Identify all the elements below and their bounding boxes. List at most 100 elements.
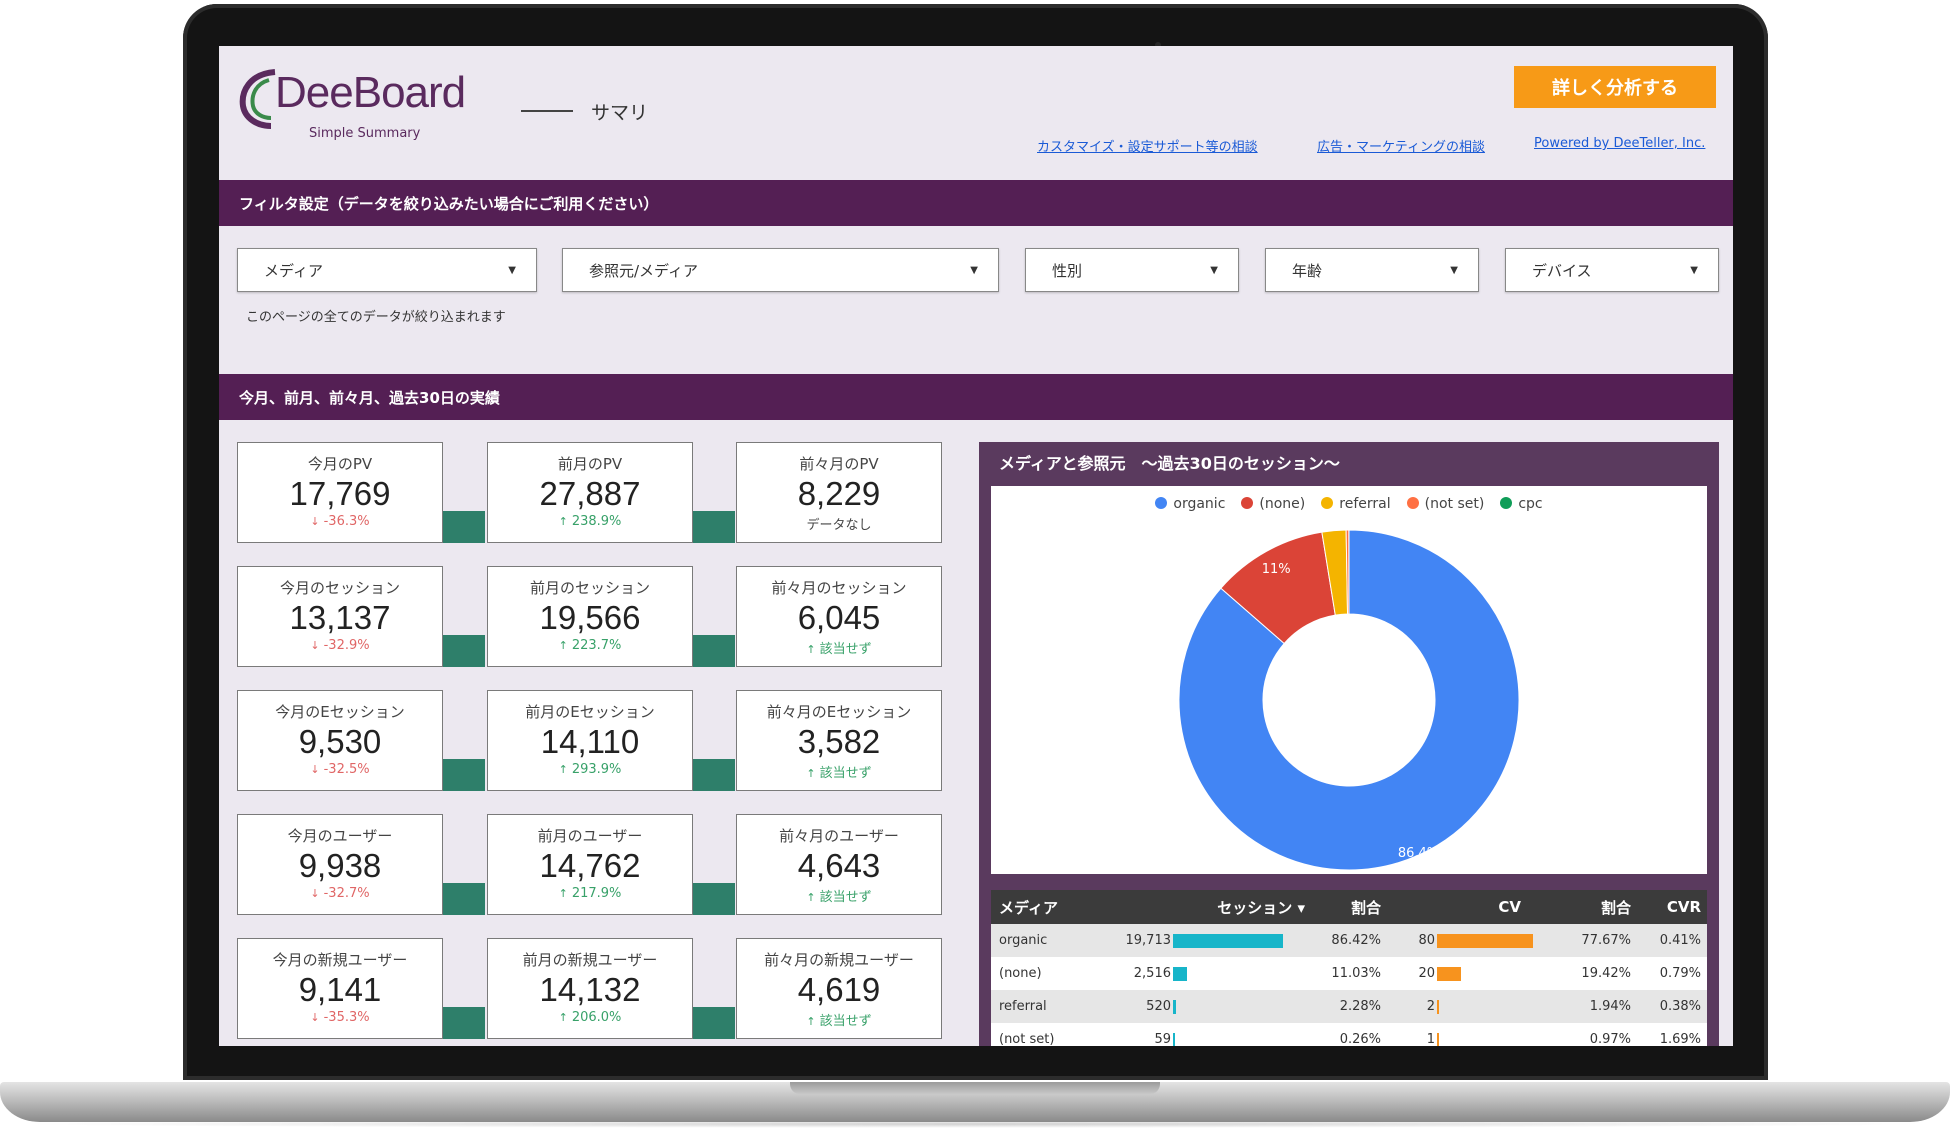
kpi-change-text: -32.9%: [323, 638, 370, 653]
kpi-connector: [693, 511, 735, 543]
legend-label: referral: [1339, 496, 1391, 512]
cell-cv: 1: [1426, 1032, 1435, 1046]
kpi-value: 14,132: [539, 971, 641, 1008]
kpi-change-text: -32.7%: [323, 886, 370, 901]
caret-down-icon: ▼: [508, 264, 516, 276]
slice-label: 86.4%: [1398, 846, 1439, 861]
legend-item[interactable]: (none): [1241, 496, 1305, 512]
cell-sessions: 520: [1146, 999, 1171, 1014]
kpi-change: ↓ -36.3%: [238, 514, 442, 529]
arrow-down-icon: ↓: [310, 639, 320, 652]
table-row[interactable]: (none) 2,516 11.03% 20 19.42% 0.79%: [991, 957, 1707, 990]
cell-media: organic: [999, 933, 1048, 948]
legend-item[interactable]: (not set): [1406, 496, 1484, 512]
arrow-up-icon: ↑: [806, 891, 816, 904]
deeboard-logo-icon: [239, 69, 276, 129]
column-header[interactable]: メディア: [999, 898, 1058, 917]
brand-logo[interactable]: DeeBoard Simple Summary: [235, 64, 485, 154]
filter-label: メディア: [264, 261, 323, 280]
table-row[interactable]: referral 520 2.28% 2 1.94% 0.38%: [991, 990, 1707, 1023]
kpi-card: 前々月のPV 8,229 データなし: [736, 442, 942, 543]
filter-media[interactable]: メディア ▼: [237, 248, 537, 292]
marketing-link[interactable]: 広告・マーケティングの相談: [1317, 140, 1485, 155]
donut-chart: organic (none) referral (not set) cpc 86.4% 1…: [991, 486, 1707, 874]
kpi-change-text: データなし: [806, 518, 872, 533]
kpi-change: ↑ 217.9%: [488, 886, 692, 901]
cell-cv-share: 19.42%: [1581, 966, 1631, 981]
column-header[interactable]: CV: [1498, 898, 1521, 916]
kpi-card: 今月のセッション 13,137 ↓ -32.9%: [237, 566, 443, 667]
kpi-change-text: 該当せず: [819, 1014, 872, 1029]
detail-analysis-button[interactable]: 詳しく分析する: [1514, 66, 1716, 108]
caret-down-icon: ▼: [1450, 264, 1458, 276]
kpi-label: 今月のセッション: [279, 579, 400, 597]
kpi-label: 前々月のセッション: [771, 579, 907, 597]
kpi-label: 前月の新規ユーザー: [522, 951, 658, 969]
donut-slice-organic[interactable]: [1178, 529, 1520, 871]
kpi-connector: [693, 1007, 735, 1039]
powered-by-link[interactable]: Powered by DeeTeller, Inc.: [1534, 136, 1706, 151]
column-header[interactable]: CVR: [1666, 898, 1701, 916]
arrow-up-icon: ↑: [806, 767, 816, 780]
cell-share: 0.26%: [1339, 1032, 1381, 1046]
kpi-value: 4,619: [797, 971, 881, 1008]
column-header[interactable]: 割合: [1350, 898, 1381, 917]
filter-section-header: フィルタ設定（データを絞り込みたい場合にご利用ください）: [219, 180, 1733, 226]
cv-bar: [1437, 1000, 1440, 1014]
kpi-change-text: -32.5%: [323, 762, 370, 777]
table-row[interactable]: (not set) 59 0.26% 1 0.97% 1.69%: [991, 1023, 1707, 1046]
cell-media: referral: [999, 999, 1047, 1014]
kpi-change: ↑ 該当せず: [737, 1010, 941, 1029]
cell-media: (not set): [999, 1032, 1055, 1046]
kpi-change: ↓ -32.9%: [238, 638, 442, 653]
cv-bar: [1437, 967, 1461, 981]
kpi-value: 27,887: [539, 475, 641, 512]
caret-down-icon: ▼: [1210, 264, 1218, 276]
kpi-value: 13,137: [289, 599, 391, 636]
support-link[interactable]: カスタマイズ・設定サポート等の相談: [1037, 140, 1258, 155]
kpi-card: 前々月のEセッション 3,582 ↑ 該当せず: [736, 690, 942, 791]
legend-item[interactable]: cpc: [1500, 496, 1543, 512]
cv-bar: [1437, 934, 1533, 948]
filter-label: 年齢: [1292, 261, 1323, 280]
legend-dot-icon: [1241, 497, 1254, 509]
kpi-card: 前月のEセッション 14,110 ↑ 293.9%: [487, 690, 693, 791]
column-header[interactable]: 割合: [1600, 898, 1631, 917]
kpi-label: 今月のPV: [307, 455, 373, 473]
kpi-change-text: 223.7%: [571, 638, 622, 653]
kpi-change: ↑ 該当せず: [737, 762, 941, 781]
kpi-value: 9,938: [298, 847, 382, 884]
arrow-down-icon: ↓: [310, 515, 320, 528]
kpi-connector: [693, 883, 735, 915]
kpi-change-text: 該当せず: [819, 642, 872, 657]
kpi-card: 前月のセッション 19,566 ↑ 223.7%: [487, 566, 693, 667]
cell-sessions: 19,713: [1125, 933, 1172, 948]
kpi-connector: [443, 883, 485, 915]
kpi-card: 前月のPV 27,887 ↑ 238.9%: [487, 442, 693, 543]
cell-cvr: 0.79%: [1659, 966, 1701, 981]
legend-item[interactable]: organic: [1155, 496, 1225, 512]
legend-item[interactable]: referral: [1321, 496, 1391, 512]
caret-down-icon: ▼: [1690, 264, 1698, 276]
cell-share: 2.28%: [1339, 999, 1381, 1014]
kpi-connector: [693, 759, 735, 791]
brand-name: DeeBoard: [275, 68, 466, 117]
kpi-change-text: 該当せず: [819, 890, 872, 905]
kpi-card: 今月のユーザー 9,938 ↓ -32.7%: [237, 814, 443, 915]
filter-source-medium[interactable]: 参照元/メディア ▼: [562, 248, 999, 292]
filter-device[interactable]: デバイス ▼: [1505, 248, 1719, 292]
arrow-up-icon: ↑: [558, 763, 568, 776]
kpi-change: ↑ 238.9%: [488, 514, 692, 529]
laptop-notch: [790, 1082, 1160, 1094]
filter-label: デバイス: [1532, 261, 1592, 280]
kpi-change-text: -36.3%: [323, 514, 370, 529]
kpi-change: ↑ 該当せず: [737, 638, 941, 657]
chart-legend: organic (none) referral (not set) cpc: [991, 496, 1707, 512]
filter-age[interactable]: 年齢 ▼: [1265, 248, 1479, 292]
table-row[interactable]: organic 19,713 86.42% 80 77.67% 0.41%: [991, 924, 1707, 957]
legend-dot-icon: [1500, 497, 1513, 509]
column-header[interactable]: セッション ▾: [1217, 898, 1305, 917]
cell-cvr: 1.69%: [1659, 1032, 1701, 1046]
filter-gender[interactable]: 性別 ▼: [1025, 248, 1239, 292]
kpi-change-text: 238.9%: [571, 514, 622, 529]
